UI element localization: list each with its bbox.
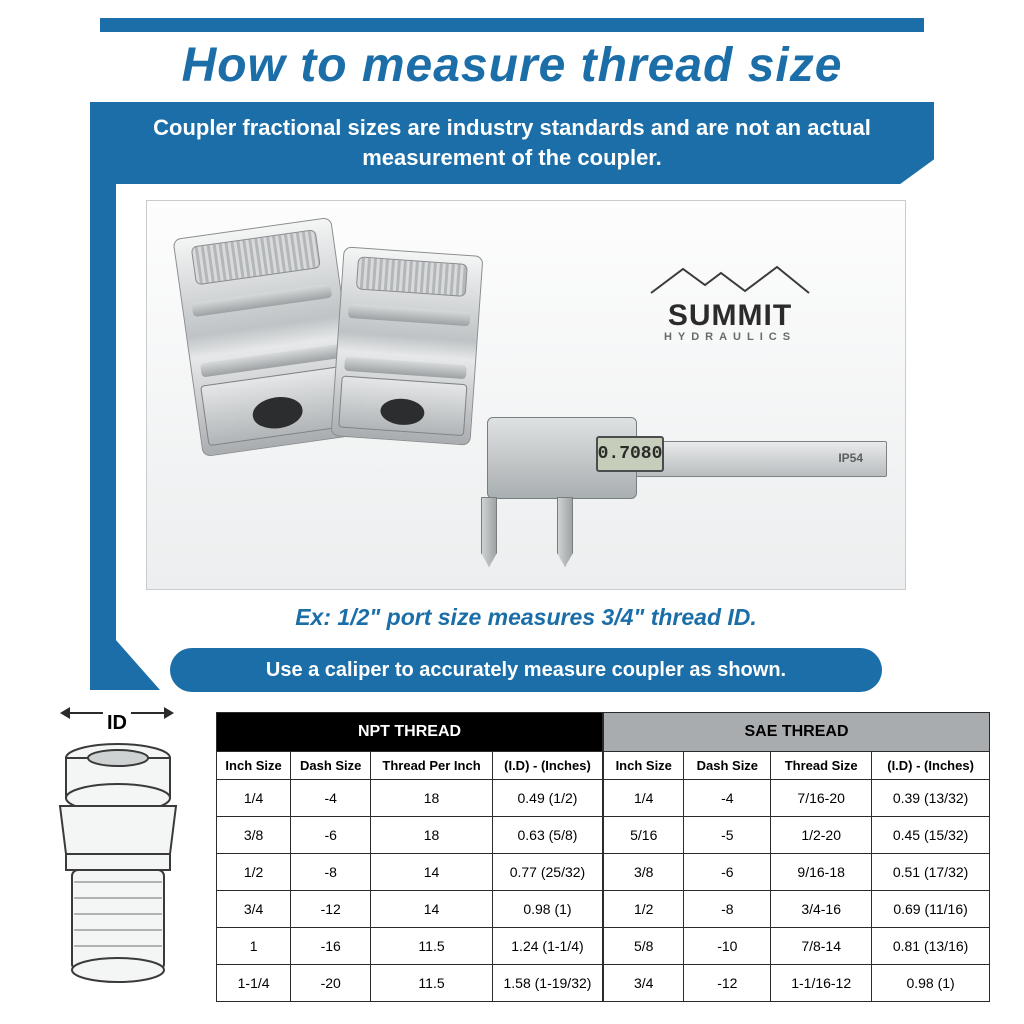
caliper-readout: 0.7080 [596, 436, 664, 472]
sae-table-title: SAE THREAD [604, 713, 990, 752]
subheader-banner: Coupler fractional sizes are industry st… [90, 102, 934, 184]
page-title: How to measure thread size [0, 38, 1024, 93]
table-cell: -6 [684, 854, 771, 891]
table-cell: 1/2 [604, 891, 684, 928]
table-cell: -16 [291, 928, 371, 965]
table-row: 1/2-8140.77 (25/32) [217, 854, 603, 891]
thread-tables: NPT THREAD Inch SizeDash SizeThread Per … [216, 712, 990, 1002]
table-cell: 0.69 (11/16) [872, 891, 990, 928]
sae-col-header: Dash Size [684, 752, 771, 780]
table-cell: 1-1/4 [217, 965, 291, 1002]
brand-logo-text: SUMMIT [645, 299, 815, 333]
caliper-illustration: 0.7080 IP54 [447, 411, 887, 561]
table-row: 5/16-51/2-200.45 (15/32) [604, 817, 990, 854]
table-cell: 3/4 [217, 891, 291, 928]
table-row: 1/2-83/4-160.69 (11/16) [604, 891, 990, 928]
table-row: 1/4-4180.49 (1/2) [217, 780, 603, 817]
table-cell: -5 [684, 817, 771, 854]
npt-col-header: Dash Size [291, 752, 371, 780]
table-cell: 1-1/16-12 [771, 965, 872, 1002]
table-row: 3/8-6180.63 (5/8) [217, 817, 603, 854]
table-cell: 0.98 (1) [872, 965, 990, 1002]
table-cell: 1/4 [217, 780, 291, 817]
table-cell: 0.49 (1/2) [492, 780, 602, 817]
table-row: 1/4-47/16-200.39 (13/32) [604, 780, 990, 817]
table-cell: 0.98 (1) [492, 891, 602, 928]
npt-col-header: (I.D) - (Inches) [492, 752, 602, 780]
table-cell: -4 [291, 780, 371, 817]
table-cell: 5/8 [604, 928, 684, 965]
npt-col-header: Inch Size [217, 752, 291, 780]
table-cell: 0.77 (25/32) [492, 854, 602, 891]
table-cell: 1 [217, 928, 291, 965]
table-cell: 1.24 (1-1/4) [492, 928, 602, 965]
table-cell: 3/4-16 [771, 891, 872, 928]
table-cell: 0.45 (15/32) [872, 817, 990, 854]
table-row: 3/4-12140.98 (1) [217, 891, 603, 928]
table-row: 1-1611.51.24 (1-1/4) [217, 928, 603, 965]
table-cell: 0.63 (5/8) [492, 817, 602, 854]
id-diagram: ID [34, 712, 202, 1002]
sae-col-header: Thread Size [771, 752, 872, 780]
table-cell: -10 [684, 928, 771, 965]
left-rail-foot [90, 640, 160, 690]
id-diagram-label: ID [103, 712, 131, 735]
table-cell: 9/16-18 [771, 854, 872, 891]
example-caption: Ex: 1/2" port size measures 3/4" thread … [146, 604, 906, 631]
table-row: 1-1/4-2011.51.58 (1-19/32) [217, 965, 603, 1002]
table-cell: 14 [371, 891, 493, 928]
npt-table-title: NPT THREAD [217, 713, 603, 752]
table-cell: -4 [684, 780, 771, 817]
table-cell: 0.81 (13/16) [872, 928, 990, 965]
table-cell: 1/2-20 [771, 817, 872, 854]
top-accent-bar [100, 18, 924, 32]
table-cell: 1/2 [217, 854, 291, 891]
brand-logo: SUMMIT HYDRAULICS [645, 261, 815, 343]
npt-table: NPT THREAD Inch SizeDash SizeThread Per … [216, 712, 603, 1002]
mountain-icon [645, 261, 815, 297]
left-rail [90, 184, 116, 644]
table-row: 5/8-107/8-140.81 (13/16) [604, 928, 990, 965]
table-cell: 14 [371, 854, 493, 891]
table-row: 3/4-121-1/16-120.98 (1) [604, 965, 990, 1002]
table-cell: 18 [371, 817, 493, 854]
table-cell: 11.5 [371, 965, 493, 1002]
table-cell: 1.58 (1-19/32) [492, 965, 602, 1002]
table-cell: 0.51 (17/32) [872, 854, 990, 891]
table-cell: 3/4 [604, 965, 684, 1002]
table-cell: 1/4 [604, 780, 684, 817]
table-cell: -8 [684, 891, 771, 928]
table-cell: 7/8-14 [771, 928, 872, 965]
coupler-line-drawing [52, 742, 184, 988]
table-cell: 5/16 [604, 817, 684, 854]
table-cell: -20 [291, 965, 371, 1002]
table-cell: 11.5 [371, 928, 493, 965]
brand-logo-subtext: HYDRAULICS [645, 331, 815, 343]
table-row: 3/8-69/16-180.51 (17/32) [604, 854, 990, 891]
sae-table: SAE THREAD Inch SizeDash SizeThread Size… [603, 712, 990, 1002]
table-cell: 3/8 [217, 817, 291, 854]
table-cell: 7/16-20 [771, 780, 872, 817]
table-cell: 3/8 [604, 854, 684, 891]
table-cell: 0.39 (13/32) [872, 780, 990, 817]
table-cell: -8 [291, 854, 371, 891]
sae-col-header: Inch Size [604, 752, 684, 780]
product-photo-frame: SUMMIT HYDRAULICS 0.7080 IP54 [146, 200, 906, 590]
table-cell: -12 [684, 965, 771, 1002]
npt-col-header: Thread Per Inch [371, 752, 493, 780]
caliper-rating: IP54 [838, 451, 863, 465]
table-cell: -6 [291, 817, 371, 854]
instruction-pill: Use a caliper to accurately measure coup… [170, 648, 882, 692]
sae-col-header: (I.D) - (Inches) [872, 752, 990, 780]
table-cell: 18 [371, 780, 493, 817]
table-cell: -12 [291, 891, 371, 928]
